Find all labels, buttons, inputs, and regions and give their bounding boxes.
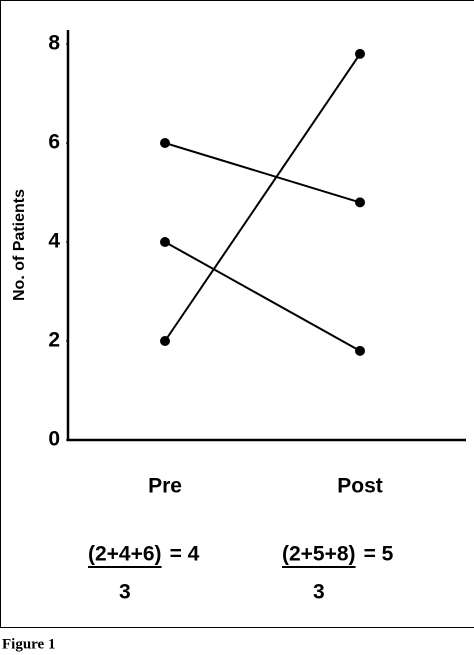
series-line (164, 142, 361, 204)
formula-numerator: (2+4+6) (88, 543, 162, 566)
y-tick-label: 2 (48, 329, 60, 352)
formula-result: = 4 (170, 543, 200, 566)
data-point (355, 345, 365, 356)
series-line (164, 241, 361, 352)
formula-numerator: (2+5+8) (282, 543, 356, 566)
formula-denominator: 3 (119, 581, 131, 604)
y-tick-label: 6 (48, 131, 60, 154)
data-point (355, 197, 365, 208)
y-axis-label: No. of Patients (11, 189, 28, 301)
formula-result: = 5 (364, 543, 394, 566)
x-tick-label: Post (337, 475, 383, 498)
frame (0, 0, 474, 628)
y-tick-label: 8 (48, 32, 60, 55)
x-tick-label: Pre (148, 475, 182, 498)
formula-denominator: 3 (313, 581, 325, 604)
data-point (160, 237, 170, 247)
series-line (164, 53, 361, 342)
data-point (160, 138, 170, 148)
caption: Figure 1 (2, 636, 55, 652)
data-point (160, 336, 170, 346)
data-point (355, 48, 365, 59)
y-tick-label: 4 (48, 230, 60, 253)
y-tick-label: 0 (48, 428, 60, 451)
